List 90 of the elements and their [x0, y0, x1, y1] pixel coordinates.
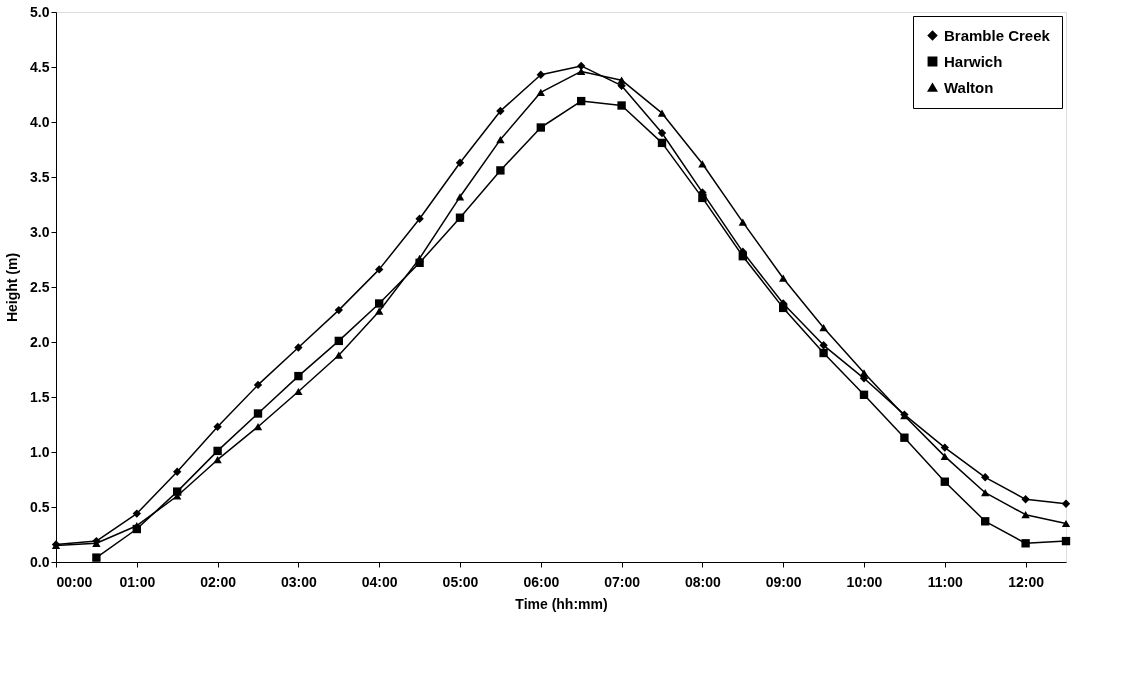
point [859, 369, 869, 377]
point [1021, 539, 1030, 548]
point [819, 341, 828, 350]
x-tick-label: 08:00 [684, 573, 722, 590]
y-tick-label: 0.5 [30, 498, 50, 515]
point [940, 443, 949, 452]
point [375, 299, 384, 308]
point [819, 324, 828, 332]
y-tick-label: 1.0 [30, 443, 50, 460]
point [698, 193, 707, 203]
point [173, 487, 182, 496]
point [294, 343, 303, 352]
point [294, 371, 303, 381]
point [92, 553, 101, 562]
point [617, 101, 626, 110]
legend-label: Harwich [944, 52, 1003, 70]
point [415, 214, 424, 223]
y-tick-label: 0.0 [30, 553, 50, 570]
point [253, 409, 263, 418]
point [779, 274, 788, 282]
x-tick-label: 07:00 [604, 573, 641, 590]
point [981, 517, 990, 526]
point [779, 303, 788, 313]
point [536, 123, 545, 132]
y-tick-label: 3.0 [30, 223, 50, 240]
point [173, 467, 182, 476]
x-tick-label: 00:00 [56, 573, 93, 590]
point [738, 218, 747, 226]
point [536, 88, 545, 96]
point [455, 158, 465, 167]
point [334, 336, 343, 346]
point [253, 380, 263, 390]
point [940, 477, 949, 486]
y-axis-title: Height (m) [4, 252, 21, 323]
x-tick-label: 05:00 [442, 573, 479, 590]
y-tick-label: 1.5 [30, 388, 50, 405]
point [819, 348, 828, 358]
point [213, 456, 222, 464]
point [1021, 495, 1030, 504]
point [738, 252, 747, 261]
point [981, 489, 990, 497]
x-tick-label: 04:00 [361, 573, 398, 590]
point [1021, 511, 1030, 519]
point [455, 213, 465, 222]
point [981, 473, 990, 482]
x-tick-label: 12:00 [1008, 573, 1045, 590]
point [536, 70, 545, 79]
x-tick-label: 11:00 [927, 573, 964, 590]
point [455, 193, 465, 201]
point [657, 128, 667, 138]
point [577, 96, 586, 106]
x-tick-label: 01:00 [119, 573, 156, 590]
point [132, 509, 141, 518]
x-tick-label: 09:00 [765, 573, 802, 590]
point [657, 138, 667, 148]
x-tick-label: 03:00 [280, 573, 318, 590]
legend-label: Bramble Creek [944, 26, 1051, 44]
point [1061, 536, 1071, 546]
point [577, 61, 586, 71]
point [1061, 499, 1071, 508]
x-tick-label: 06:00 [523, 573, 560, 590]
point [253, 423, 263, 431]
point [496, 106, 505, 116]
point [496, 166, 505, 175]
point [375, 265, 384, 274]
point [657, 109, 667, 117]
point [213, 446, 222, 456]
point [334, 351, 343, 359]
y-tick-label: 4.0 [30, 113, 50, 130]
y-tick-label: 2.5 [30, 278, 50, 295]
x-tick-label: 10:00 [846, 573, 883, 590]
point [496, 135, 505, 144]
point [375, 307, 384, 315]
point [900, 433, 909, 442]
point [294, 387, 303, 396]
point [415, 254, 424, 263]
point [1061, 519, 1071, 528]
point [940, 452, 949, 461]
point [698, 160, 707, 168]
point [334, 305, 343, 315]
x-tick-label: 02:00 [200, 573, 237, 590]
y-tick-label: 5.0 [30, 3, 50, 20]
x-axis-title: Time (hh:mm) [515, 595, 608, 612]
point [213, 422, 222, 431]
legend-label: Walton [944, 78, 994, 96]
y-tick-label: 3.5 [30, 168, 50, 185]
y-tick-label: 2.0 [30, 333, 50, 350]
y-tick-label: 4.5 [30, 58, 50, 75]
point [859, 390, 869, 399]
point [617, 76, 626, 84]
